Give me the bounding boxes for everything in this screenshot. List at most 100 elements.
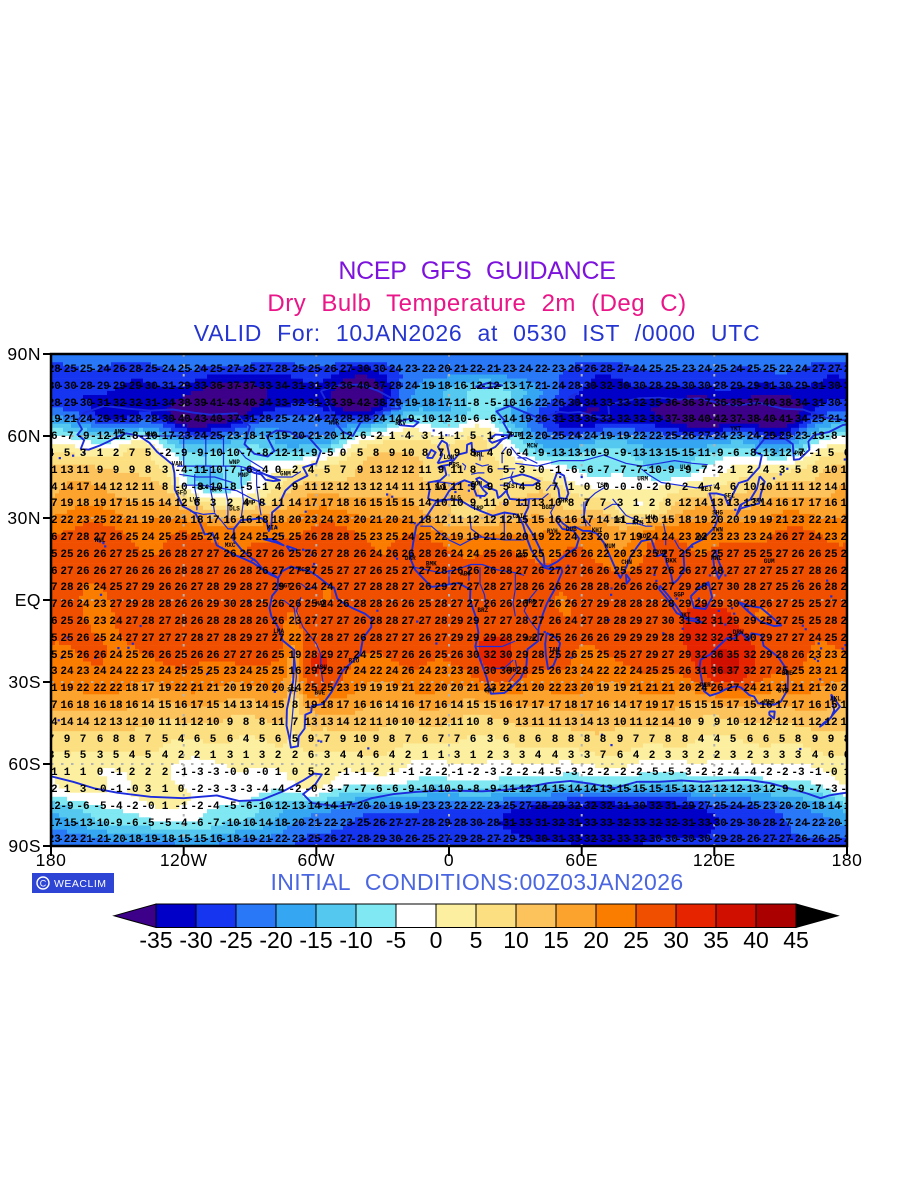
svg-text:7: 7 [600,498,607,510]
svg-text:19: 19 [158,683,171,695]
svg-text:22: 22 [548,532,561,544]
svg-text:13: 13 [726,498,740,510]
svg-text:15: 15 [743,700,757,712]
svg-text:25: 25 [174,532,188,544]
svg-text:6: 6 [844,448,851,460]
svg-text:-0: -0 [93,784,106,796]
svg-text:CPT: CPT [484,688,495,695]
svg-text:-32: -32 [610,414,630,426]
svg-text:4: 4 [129,750,136,762]
svg-text:28: 28 [141,599,155,611]
svg-text:KHI: KHI [592,527,603,534]
svg-text:-2: -2 [580,767,593,779]
svg-text:14: 14 [255,700,269,712]
svg-text:9: 9 [357,465,364,477]
svg-text:16: 16 [564,515,577,527]
svg-text:YGN: YGN [656,549,667,556]
svg-text:-24: -24 [577,431,597,443]
svg-text:28: 28 [206,582,220,594]
svg-text:-32: -32 [577,834,597,846]
svg-text:15: 15 [710,700,724,712]
svg-text:-18: -18 [431,381,451,393]
svg-text:11: 11 [434,482,448,494]
svg-text:-26: -26 [788,834,808,846]
svg-text:-33: -33 [691,818,711,830]
svg-text:-29: -29 [707,834,727,846]
svg-text:-21: -21 [57,414,77,426]
svg-text:9: 9 [503,498,510,510]
svg-text:36: 36 [710,666,723,678]
svg-text:-9: -9 [190,448,203,460]
svg-text:9: 9 [389,448,396,460]
svg-text:12: 12 [678,498,691,510]
svg-text:25: 25 [255,532,269,544]
svg-text:28: 28 [466,666,480,678]
svg-text:6: 6 [373,750,380,762]
svg-text:0: 0 [584,482,591,494]
svg-text:-24: -24 [626,364,646,376]
svg-text:3: 3 [665,750,672,762]
svg-text:15: 15 [401,498,415,510]
svg-text:3: 3 [795,750,802,762]
svg-text:19: 19 [60,683,73,695]
svg-text:-2: -2 [190,801,203,813]
svg-text:27: 27 [353,566,366,578]
svg-text:-39: -39 [333,398,353,410]
svg-text:14: 14 [141,700,155,712]
svg-text:23: 23 [336,683,350,695]
svg-text:-29: -29 [723,381,743,393]
svg-text:26: 26 [418,582,431,594]
svg-text:-0: -0 [596,482,609,494]
svg-text:-15: -15 [57,818,77,830]
svg-text:-6: -6 [353,431,366,443]
svg-text:-40: -40 [756,398,776,410]
svg-text:THR: THR [557,497,568,504]
svg-text:-30: -30 [658,834,678,846]
svg-text:5: 5 [779,734,786,746]
svg-text:16: 16 [808,700,821,712]
svg-text:-33: -33 [252,381,272,393]
svg-text:13: 13 [710,498,724,510]
svg-text:12: 12 [840,717,853,729]
svg-text:28: 28 [808,566,822,578]
svg-text:-32: -32 [577,801,597,813]
svg-text:-15: -15 [658,784,678,796]
svg-text:-27: -27 [837,398,857,410]
svg-text:6: 6 [828,750,835,762]
svg-text:27: 27 [385,633,398,645]
svg-text:1: 1 [454,431,461,443]
svg-text:29: 29 [125,599,138,611]
svg-text:10: 10 [824,465,837,477]
svg-text:-7: -7 [336,784,349,796]
svg-text:-2: -2 [645,482,658,494]
svg-text:-30: -30 [642,834,662,846]
svg-text:1: 1 [389,431,396,443]
svg-text:26: 26 [190,616,203,628]
svg-text:24: 24 [109,633,123,645]
svg-text:24: 24 [743,683,757,695]
svg-text:26: 26 [401,549,414,561]
svg-text:WNP: WNP [229,459,240,466]
svg-text:-39: -39 [187,398,207,410]
svg-text:11: 11 [515,498,529,510]
svg-text:-34: -34 [268,381,288,393]
svg-text:16: 16 [596,700,609,712]
svg-text:4: 4 [714,734,721,746]
svg-text:25: 25 [174,666,188,678]
svg-text:27: 27 [206,633,219,645]
svg-text:1: 1 [275,767,282,779]
svg-text:25: 25 [808,616,822,628]
svg-text:-28: -28 [41,398,61,410]
svg-text:22: 22 [44,515,57,527]
svg-text:27: 27 [629,650,642,662]
svg-text:26: 26 [450,566,463,578]
svg-text:10: 10 [726,717,739,729]
svg-text:27: 27 [141,633,154,645]
svg-text:-24: -24 [90,364,110,376]
svg-text:32: 32 [694,616,707,628]
svg-text:-38: -38 [772,398,792,410]
svg-text:25: 25 [271,532,285,544]
svg-text:26: 26 [515,599,528,611]
svg-text:21: 21 [174,515,188,527]
svg-text:1: 1 [633,498,640,510]
